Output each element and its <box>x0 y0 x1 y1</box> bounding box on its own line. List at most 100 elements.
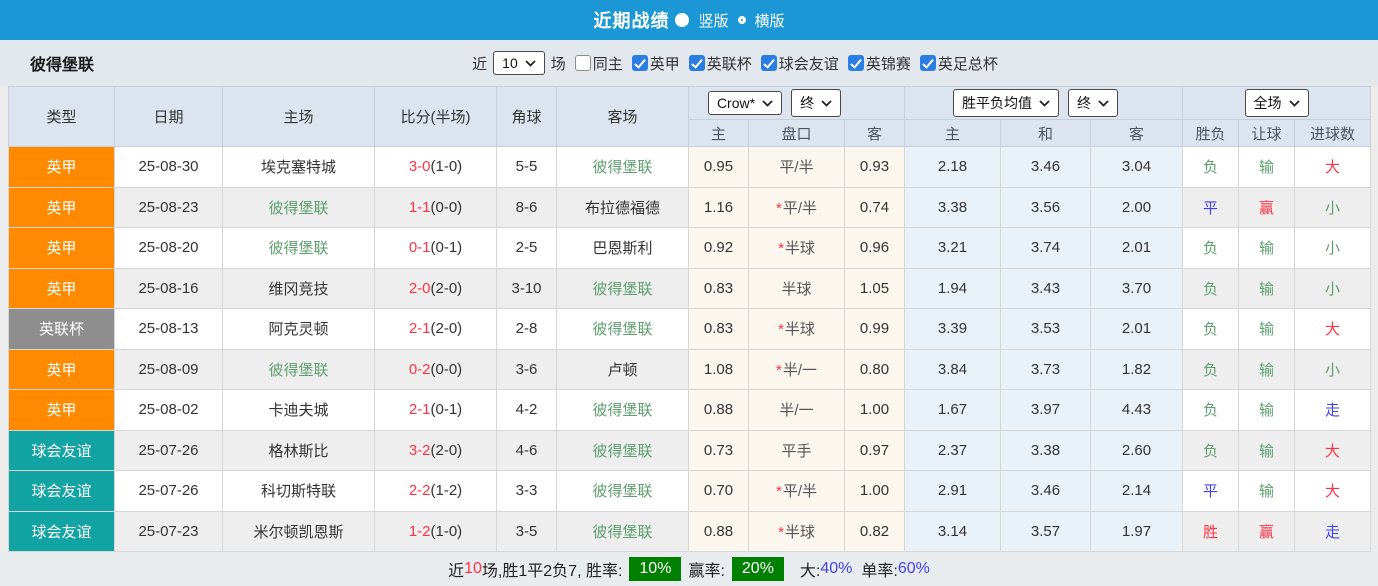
away-team-cell[interactable]: 卢顿 <box>556 348 689 390</box>
league-label-yingjinsai[interactable]: 英锦赛 <box>865 55 911 73</box>
avg-home-odds-cell: 2.91 <box>904 470 1002 512</box>
handicap-home-odds-cell: 0.83 <box>688 267 749 309</box>
col-header-score: 比分(半场) <box>374 86 497 147</box>
date-cell: 25-07-23 <box>114 510 223 552</box>
avg-time-select[interactable]: 终 <box>1068 89 1119 117</box>
handicap-home-odds-cell: 0.73 <box>688 429 749 471</box>
away-team-cell[interactable]: 彼得堡联 <box>556 470 689 512</box>
sub-header-result: 胜负 <box>1182 119 1240 147</box>
avg-away-odds-cell: 2.01 <box>1090 308 1184 350</box>
home-team-cell[interactable]: 彼得堡联 <box>222 348 375 390</box>
near-label: 近 <box>472 55 488 73</box>
league-label-qiuhuiyouyi[interactable]: 球会友谊 <box>778 55 839 73</box>
sub-header-handicap-away: 客 <box>843 119 906 147</box>
chevron-down-icon <box>525 59 536 67</box>
handicap-line-cell: *半球 <box>748 510 845 552</box>
sub-header-goals: 进球数 <box>1294 119 1372 147</box>
vertical-layout-radio[interactable] <box>675 13 690 27</box>
handicap-line-cell: 半球 <box>748 267 845 309</box>
handicap-away-odds-cell: 0.74 <box>843 186 906 228</box>
score-cell: 2-1(0-1) <box>374 389 497 431</box>
vertical-layout-label[interactable]: 竖版 <box>698 12 729 30</box>
avg-away-odds-cell: 3.70 <box>1090 267 1184 309</box>
away-team-cell[interactable]: 巴恩斯利 <box>556 227 689 269</box>
corner-cell: 5-5 <box>496 146 557 188</box>
away-team-cell[interactable]: 彼得堡联 <box>556 146 689 188</box>
score-cell: 2-0(2-0) <box>374 267 497 309</box>
league-label-yingjia[interactable]: 英甲 <box>649 55 680 73</box>
handicap-result-cell: 输 <box>1238 429 1296 471</box>
handicap-home-odds-cell: 0.70 <box>688 470 749 512</box>
score-cell: 2-1(2-0) <box>374 308 497 350</box>
same-home-checkbox[interactable] <box>574 55 591 71</box>
chevron-down-icon <box>1288 99 1300 107</box>
handicap-line-cell: *半/一 <box>748 348 845 390</box>
handicap-result-cell: 输 <box>1238 227 1296 269</box>
home-team-cell[interactable]: 彼得堡联 <box>222 186 375 228</box>
score-cell: 0-1(0-1) <box>374 227 497 269</box>
away-team-cell[interactable]: 布拉德福德 <box>556 186 689 228</box>
profit-rate-label: 赢率: <box>688 563 725 580</box>
goals-result-cell: 大 <box>1294 470 1372 512</box>
league-checkbox-yingzuzongbei[interactable] <box>919 55 936 71</box>
sub-header-avg-draw: 和 <box>1000 119 1092 147</box>
home-team-cell[interactable]: 彼得堡联 <box>222 227 375 269</box>
goals-result-cell: 走 <box>1294 389 1372 431</box>
avg-home-odds-cell: 3.84 <box>904 348 1002 390</box>
avg-home-odds-cell: 1.94 <box>904 267 1002 309</box>
away-team-cell[interactable]: 彼得堡联 <box>556 510 689 552</box>
match-count-value: 10 <box>502 55 518 71</box>
horizontal-layout-label[interactable]: 横版 <box>754 12 785 30</box>
league-type-cell: 球会友谊 <box>8 470 115 512</box>
handicap-away-odds-cell: 0.99 <box>843 308 906 350</box>
away-team-cell[interactable]: 彼得堡联 <box>556 308 689 350</box>
score-cell: 2-2(1-2) <box>374 470 497 512</box>
avg-odds-select[interactable]: 胜平负均值 <box>953 89 1060 117</box>
corner-cell: 2-5 <box>496 227 557 269</box>
league-checkbox-yingjinsai[interactable] <box>847 55 864 71</box>
league-label-yingzuzongbei[interactable]: 英足总杯 <box>937 55 998 73</box>
home-team-cell[interactable]: 科切斯特联 <box>222 470 375 512</box>
big-value: 40% <box>820 560 853 577</box>
scope-select-value: 全场 <box>1253 95 1282 111</box>
league-label-yinglianbei[interactable]: 英联杯 <box>706 55 752 73</box>
home-team-cell[interactable]: 埃克塞特城 <box>222 146 375 188</box>
league-type-cell: 英甲 <box>8 348 115 390</box>
match-count-select[interactable]: 10 <box>493 51 545 75</box>
result-cell: 平 <box>1182 186 1240 228</box>
same-home-label[interactable]: 同主 <box>592 55 623 73</box>
col-header-corner: 角球 <box>496 86 557 147</box>
corner-cell: 4-6 <box>496 429 557 471</box>
result-cell: 负 <box>1182 308 1240 350</box>
home-team-cell[interactable]: 格林斯比 <box>222 429 375 471</box>
avg-away-odds-cell: 2.00 <box>1090 186 1184 228</box>
handicap-line-cell: 平手 <box>748 429 845 471</box>
summary-count: 10 <box>464 560 482 577</box>
bookmaker-select[interactable]: Crow* <box>707 91 783 115</box>
corner-cell: 4-2 <box>496 389 557 431</box>
title-bar: 近期战绩 竖版 横版 <box>0 0 1378 40</box>
league-checkbox-qiuhuiyouyi[interactable] <box>760 55 777 71</box>
home-team-cell[interactable]: 阿克灵顿 <box>222 308 375 350</box>
home-team-cell[interactable]: 米尔顿凯恩斯 <box>222 510 375 552</box>
home-team-cell[interactable]: 维冈竞技 <box>222 267 375 309</box>
scope-select[interactable]: 全场 <box>1244 89 1309 117</box>
handicap-away-odds-cell: 1.00 <box>843 470 906 512</box>
away-team-cell[interactable]: 彼得堡联 <box>556 429 689 471</box>
horizontal-layout-radio[interactable] <box>737 16 746 24</box>
away-team-cell[interactable]: 彼得堡联 <box>556 267 689 309</box>
date-cell: 25-08-16 <box>114 267 223 309</box>
bookmaker-time-select[interactable]: 终 <box>791 89 842 117</box>
chevron-down-icon <box>1098 99 1109 107</box>
big-label: 大: <box>799 563 821 580</box>
date-cell: 25-08-20 <box>114 227 223 269</box>
league-checkbox-yingjia[interactable] <box>631 55 648 71</box>
chevron-down-icon <box>821 99 832 107</box>
avg-odds-group-header: 胜平负均值 终 <box>904 86 1184 120</box>
avg-home-odds-cell: 3.21 <box>904 227 1002 269</box>
league-checkbox-yinglianbei[interactable] <box>688 55 705 71</box>
away-team-cell[interactable]: 彼得堡联 <box>556 389 689 431</box>
home-team-cell[interactable]: 卡迪夫城 <box>222 389 375 431</box>
result-cell: 平 <box>1182 470 1240 512</box>
